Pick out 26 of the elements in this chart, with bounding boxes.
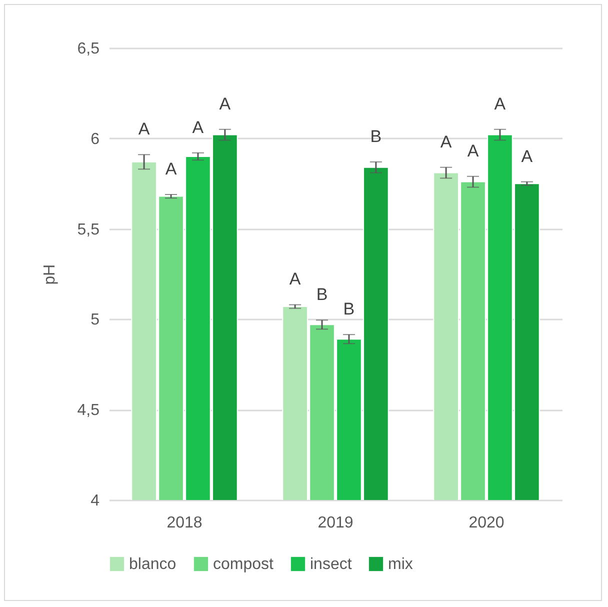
data-label: A <box>165 159 178 178</box>
legend-label: blanco <box>129 556 176 573</box>
y-tick-label: 6,5 <box>77 40 100 58</box>
legend-label: compost <box>213 556 274 573</box>
data-label: B <box>316 285 328 304</box>
x-tick-label: 2018 <box>166 514 202 532</box>
legend-label: mix <box>388 556 413 573</box>
data-label: A <box>494 94 506 114</box>
data-label: B <box>343 300 355 319</box>
data-label: B <box>370 126 382 146</box>
legend-label: insect <box>310 556 352 573</box>
y-tick-label: 4 <box>90 492 100 510</box>
y-tick-label: 5 <box>90 312 100 329</box>
data-label: A <box>521 146 534 166</box>
x-tick-label: 2020 <box>468 514 504 532</box>
data-label: A <box>138 120 150 139</box>
data-label: A <box>192 118 204 137</box>
data-label: A <box>219 94 232 114</box>
y-tick-label: 6 <box>90 130 100 148</box>
data-label: A <box>467 141 480 160</box>
data-label: A <box>440 132 452 152</box>
data-label: A <box>289 270 302 289</box>
y-tick-label: 5,5 <box>77 221 100 238</box>
y-axis-title: pH <box>41 264 58 285</box>
x-tick-label: 2019 <box>318 514 354 532</box>
y-tick-label: 4,5 <box>77 402 100 420</box>
